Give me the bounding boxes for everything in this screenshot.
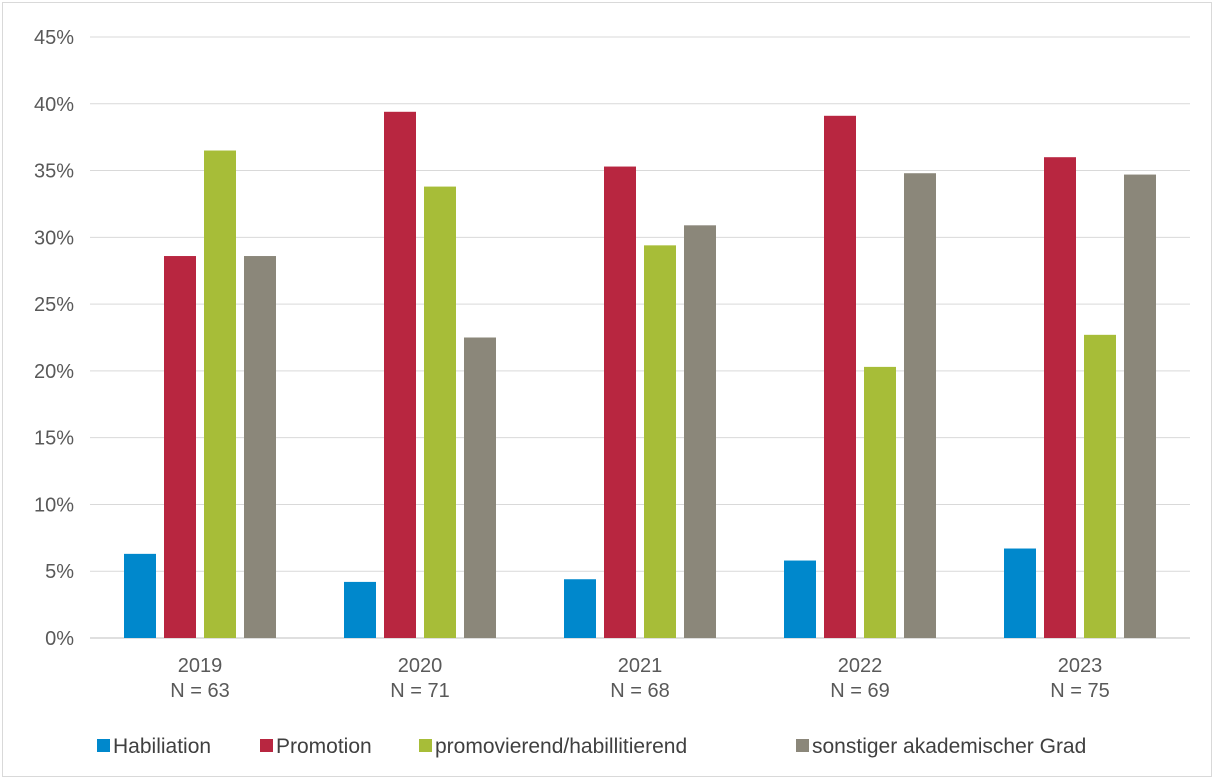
- bar-2019-0: [124, 553, 156, 638]
- category-year-label: 2020: [398, 655, 443, 677]
- bar-2019-2: [204, 150, 236, 638]
- category-n-label: N = 69: [830, 680, 889, 702]
- category-year-label: 2021: [618, 655, 663, 677]
- bar-2020-1: [384, 111, 416, 638]
- legend-label: sonstiger akademischer Grad: [812, 735, 1086, 758]
- bar-2019-1: [164, 256, 196, 638]
- legend-label: Promotion: [276, 735, 372, 758]
- category-n-label: N = 63: [170, 680, 229, 702]
- y-tick-label: 20%: [34, 361, 74, 383]
- category-n-label: N = 71: [390, 680, 449, 702]
- y-tick-label: 30%: [34, 227, 74, 249]
- category-n-label: N = 75: [1050, 680, 1109, 702]
- bar-2023-2: [1084, 334, 1116, 638]
- bar-2021-0: [564, 579, 596, 638]
- y-tick-label: 35%: [34, 161, 74, 183]
- y-tick-label: 25%: [34, 294, 74, 316]
- bar-2020-3: [464, 337, 496, 638]
- bar-2021-2: [644, 245, 676, 638]
- bar-2021-1: [604, 166, 636, 638]
- legend-label: Habiliation: [113, 735, 211, 758]
- legend-swatch: [260, 739, 273, 752]
- bar-2021-3: [684, 225, 716, 638]
- y-axis-ticks: 0% 5% 10% 15% 20% 25% 30% 35% 40% 45%: [34, 27, 74, 650]
- bars: [124, 111, 1156, 639]
- bar-2023-0: [1004, 548, 1036, 638]
- y-tick-label: 45%: [34, 27, 74, 49]
- legend-label: promovierend/habillitierend: [435, 735, 687, 758]
- y-tick-label: 10%: [34, 494, 74, 516]
- bar-2022-0: [784, 560, 816, 638]
- category-n-label: N = 68: [610, 680, 669, 702]
- bar-2022-3: [904, 173, 936, 638]
- category-year-label: 2023: [1058, 655, 1103, 677]
- bar-2020-2: [424, 186, 456, 639]
- legend-swatch: [796, 739, 809, 752]
- bar-2022-2: [864, 366, 896, 638]
- bar-2022-1: [824, 115, 856, 638]
- category-year-label: 2022: [838, 655, 883, 677]
- y-tick-label: 0%: [45, 628, 74, 650]
- legend-swatch: [419, 739, 432, 752]
- y-tick-label: 5%: [45, 561, 74, 583]
- y-tick-label: 15%: [34, 428, 74, 450]
- legend-swatch: [97, 739, 110, 752]
- x-axis-labels: 2019 N = 63 2020 N = 71 2021 N = 68 2022 N = 69…: [170, 655, 1109, 702]
- bar-2023-3: [1124, 174, 1156, 638]
- category-year-label: 2019: [178, 655, 223, 677]
- bar-2020-0: [344, 581, 376, 638]
- bar-2023-1: [1044, 157, 1076, 638]
- legend: Habiliation Promotion promovierend/habilli…: [97, 735, 1086, 758]
- bar-2019-3: [244, 256, 276, 638]
- y-tick-label: 40%: [34, 94, 74, 116]
